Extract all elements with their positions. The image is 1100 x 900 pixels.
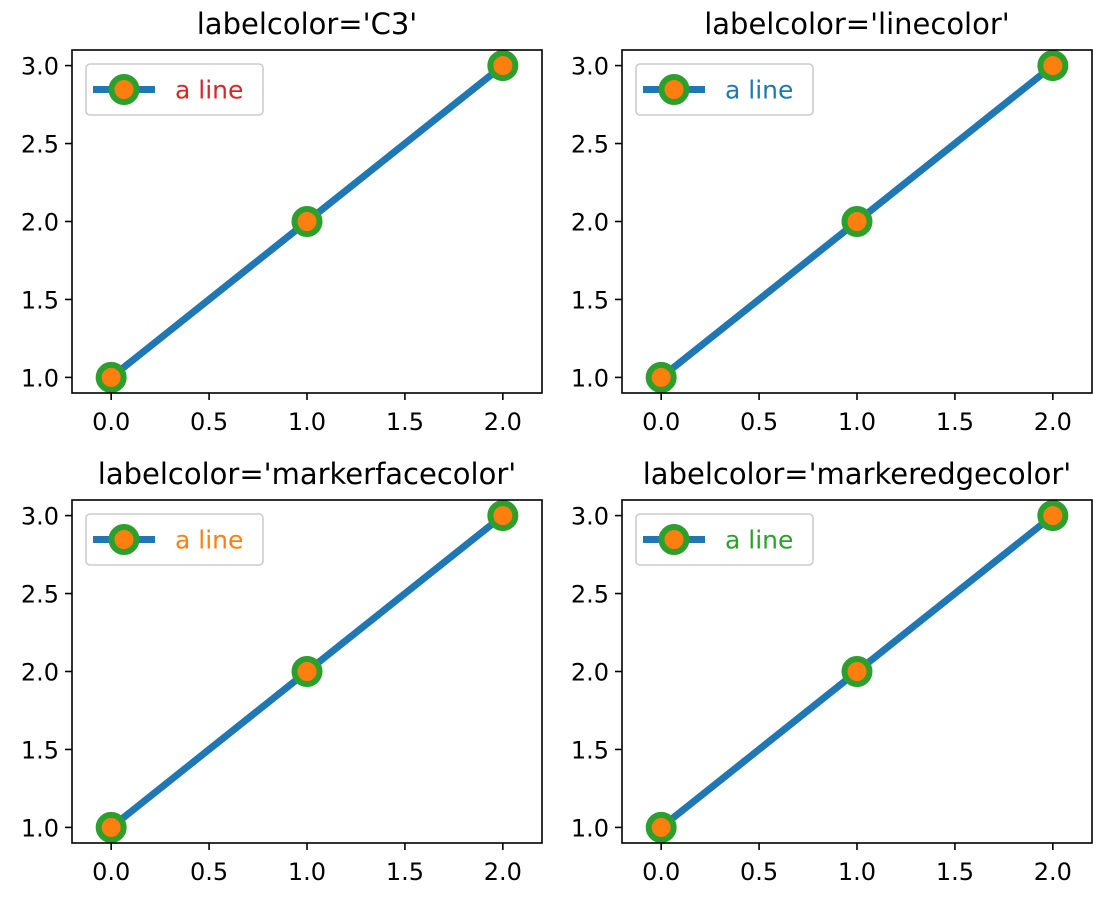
x-tick-label: 0.0	[92, 408, 130, 436]
x-tick-label: 0.5	[190, 858, 228, 886]
y-tick-label: 1.0	[21, 814, 59, 842]
x-tick-label: 1.0	[838, 408, 876, 436]
y-tick-label: 2.0	[21, 659, 59, 687]
data-point-marker	[645, 811, 677, 843]
y-tick-label: 1.0	[571, 814, 609, 842]
y-tick-label: 2.0	[21, 209, 59, 237]
x-tick-label: 2.0	[484, 408, 522, 436]
subplot-title: labelcolor='markeredgecolor'	[643, 457, 1072, 491]
subplot-1: labelcolor='C3' 0.0 0.5 1.0 1.5 2.0 1.0 1.5 2.0 2…	[21, 7, 543, 436]
legend-label: a line	[175, 526, 243, 555]
legend-label: a line	[725, 76, 793, 105]
legend-label: a line	[175, 76, 243, 105]
subplot-4: labelcolor='markeredgecolor' 0.0 0.5 1.0 1.5…	[571, 457, 1093, 886]
x-tick-label: 2.0	[484, 858, 522, 886]
x-tick-label: 2.0	[1034, 858, 1072, 886]
legend: a line	[85, 63, 264, 116]
x-tick-label: 1.0	[838, 858, 876, 886]
data-point-marker	[291, 656, 323, 687]
x-tick-label: 0.5	[190, 408, 228, 436]
data-point-marker	[95, 811, 127, 843]
subplot-title: labelcolor='C3'	[197, 7, 418, 41]
legend: a line	[635, 513, 814, 566]
legend-marker-swatch	[108, 74, 140, 105]
y-tick-label: 2.5	[21, 581, 59, 609]
y-tick-label: 3.0	[21, 53, 59, 81]
legend-marker-swatch	[108, 524, 140, 555]
y-tick-label: 3.0	[21, 503, 59, 531]
y-tick-label: 3.0	[571, 53, 609, 81]
legend-marker-swatch	[658, 74, 690, 105]
y-tick-label: 1.5	[21, 286, 59, 314]
y-tick-label: 2.0	[571, 209, 609, 237]
axes-frame	[621, 49, 1093, 394]
legend-label: a line	[725, 526, 793, 555]
x-tick-label: 0.0	[92, 858, 130, 886]
y-tick-label: 1.0	[571, 364, 609, 392]
y-tick-label: 2.5	[571, 131, 609, 159]
y-tick-label: 1.5	[571, 736, 609, 764]
axes-frame	[71, 499, 543, 844]
x-tick-label: 1.0	[288, 858, 326, 886]
data-point-marker	[645, 361, 677, 393]
data-point-marker	[841, 206, 873, 237]
y-tick-label: 3.0	[571, 503, 609, 531]
x-tick-label: 1.5	[386, 408, 424, 436]
data-point-marker	[841, 656, 873, 687]
x-tick-label: 0.5	[740, 858, 778, 886]
data-point-marker	[487, 50, 519, 82]
subplot-3: labelcolor='markerfacecolor' 0.0 0.5 1.0 1.5…	[21, 457, 543, 886]
y-tick-label: 1.5	[21, 736, 59, 764]
subplot-title: labelcolor='linecolor'	[704, 7, 1010, 41]
x-tick-label: 1.0	[288, 408, 326, 436]
x-tick-label: 1.5	[936, 408, 974, 436]
x-tick-label: 1.5	[936, 858, 974, 886]
x-tick-label: 0.0	[642, 858, 680, 886]
data-point-marker	[487, 500, 519, 532]
x-tick-label: 1.5	[386, 858, 424, 886]
y-tick-label: 2.5	[21, 131, 59, 159]
legend: a line	[635, 63, 814, 116]
subplot-2: labelcolor='linecolor' 0.0 0.5 1.0 1.5 2.0 1.0…	[571, 7, 1093, 436]
x-tick-label: 2.0	[1034, 408, 1072, 436]
data-point-marker	[95, 361, 127, 393]
y-tick-label: 2.0	[571, 659, 609, 687]
axes-frame	[621, 499, 1093, 844]
data-point-marker	[291, 206, 323, 237]
axes-frame	[71, 49, 543, 394]
data-point-marker	[1037, 500, 1069, 532]
data-point-marker	[1037, 50, 1069, 82]
y-tick-label: 1.0	[21, 364, 59, 392]
x-tick-label: 0.5	[740, 408, 778, 436]
legend-marker-swatch	[658, 524, 690, 555]
subplot-title: labelcolor='markerfacecolor'	[98, 457, 516, 491]
x-tick-label: 0.0	[642, 408, 680, 436]
legend: a line	[85, 513, 264, 566]
y-tick-label: 1.5	[571, 286, 609, 314]
y-tick-label: 2.5	[571, 581, 609, 609]
